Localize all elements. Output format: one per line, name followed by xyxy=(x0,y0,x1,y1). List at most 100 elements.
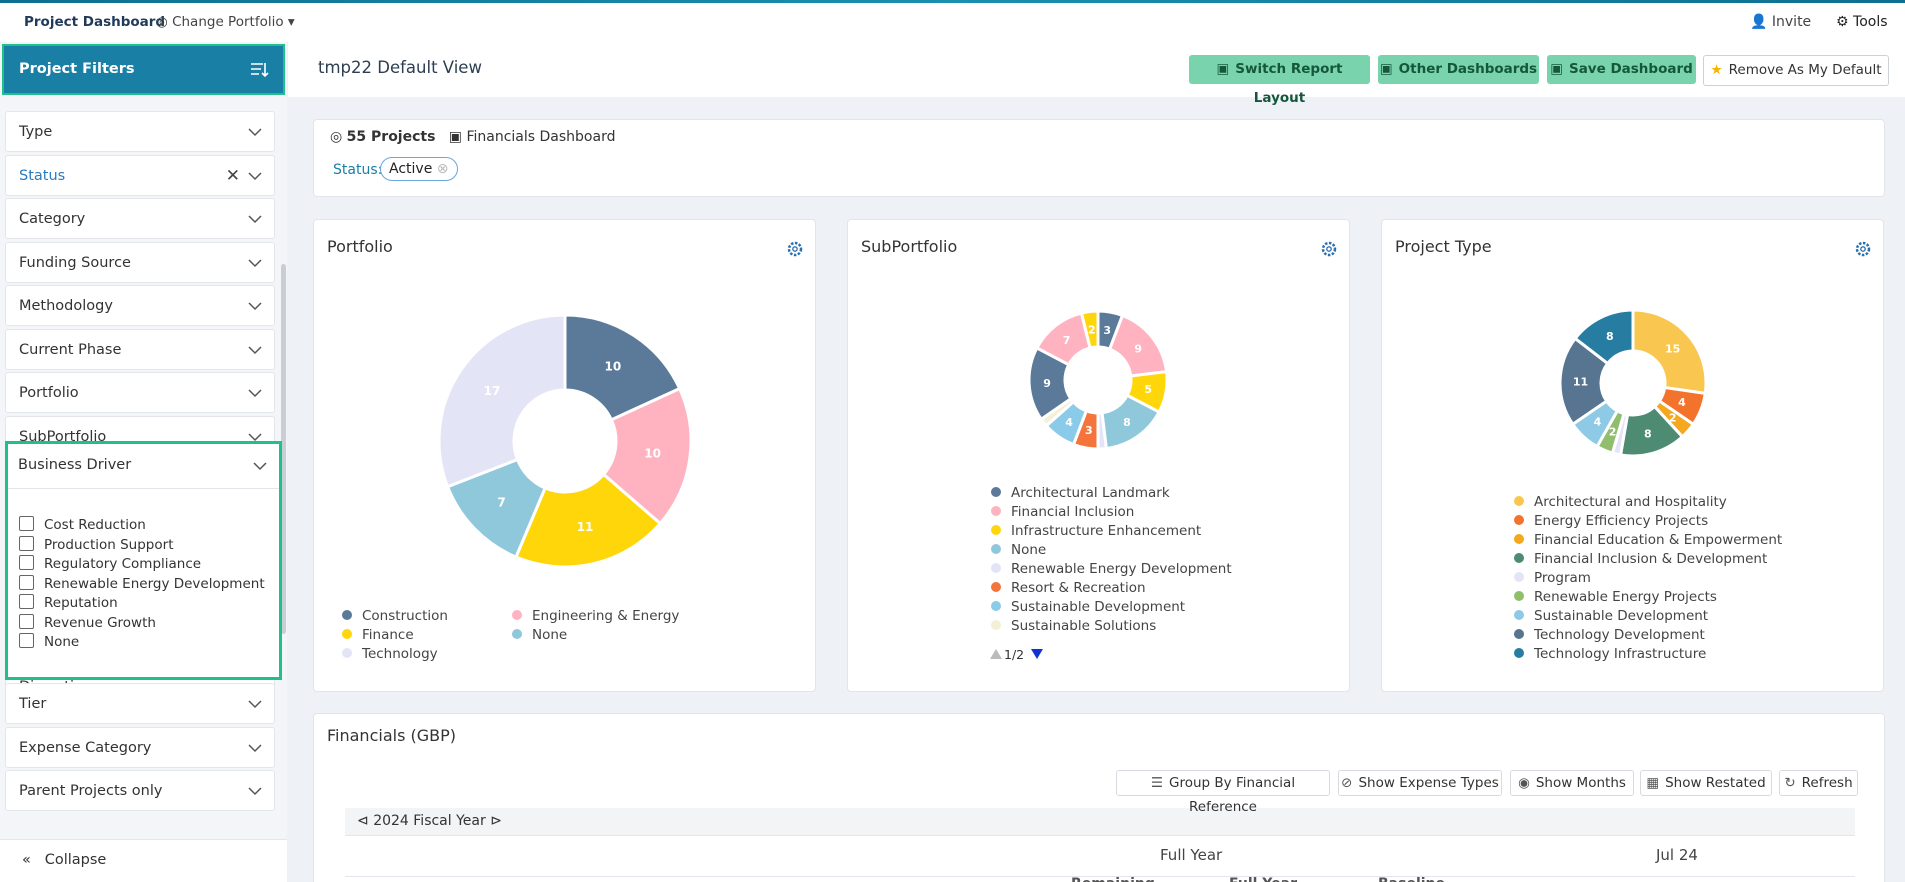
chart-card: Project Type 15 4 2 8 2 4 11 8 Architectural and … xyxy=(1381,219,1884,692)
filter-item[interactable]: Current Phase xyxy=(5,328,275,370)
data-label: 9 xyxy=(1134,343,1142,356)
filters-header[interactable]: Project Filters xyxy=(2,44,285,95)
data-label: 7 xyxy=(1063,334,1071,347)
filter-label: Category xyxy=(19,211,86,227)
option-label: Regulatory Compliance xyxy=(44,556,202,572)
legend-label: Architectural Landmark xyxy=(1011,485,1170,501)
financials-button[interactable]: ▦ Show Restated xyxy=(1640,770,1772,796)
option-label: Production Support xyxy=(44,536,174,553)
header-bar: tmp22 Default View xyxy=(288,42,1905,97)
legend-swatch xyxy=(1514,591,1524,601)
checkbox xyxy=(19,574,34,590)
legend-label: Program xyxy=(1534,570,1591,586)
checkbox xyxy=(19,594,34,609)
checkbox-option[interactable]: Reputation xyxy=(19,594,118,611)
financials-button[interactable]: ↻ Refresh xyxy=(1779,770,1858,796)
checkbox xyxy=(19,516,34,531)
dashboard-name: Financials Dashboard xyxy=(466,129,616,145)
financials-button[interactable]: ☰ Group By Financial Reference xyxy=(1116,770,1330,815)
chart-title: Portfolio xyxy=(327,237,393,256)
header-button[interactable]: ▣ Switch Report Layout xyxy=(1189,55,1370,106)
checkbox-option[interactable]: Production Support xyxy=(19,535,174,553)
financials-button[interactable]: ⊘ Show Expense Types xyxy=(1338,770,1502,796)
legend-swatch xyxy=(991,487,1001,497)
legend-swatch xyxy=(1514,496,1524,506)
legend-label: Financial Inclusion xyxy=(1011,504,1134,520)
checkbox-option[interactable]: Regulatory Compliance xyxy=(19,555,201,572)
donut-segment xyxy=(1573,308,1635,365)
filter-label: Expense Category xyxy=(19,739,152,756)
legend-swatch xyxy=(1514,572,1524,582)
button-icon: ☰ xyxy=(1150,775,1164,791)
financials-title: Financials (GBP) xyxy=(327,726,456,745)
business-driver-header[interactable]: Business Driver xyxy=(8,444,279,489)
legend-swatch xyxy=(1514,515,1524,525)
filter-item[interactable]: Parent Projects only xyxy=(5,770,275,811)
data-label: 11 xyxy=(577,520,594,534)
filter-item[interactable]: Methodology xyxy=(5,285,275,326)
legend-label: Sustainable Development xyxy=(1011,599,1185,615)
filter-item[interactable]: Portfolio xyxy=(5,372,275,413)
filter-label: SubPortfolio xyxy=(19,428,107,445)
checkbox xyxy=(19,633,34,648)
checkbox-option[interactable]: None xyxy=(19,633,79,650)
donut-segment xyxy=(602,387,693,526)
filter-item[interactable]: Category xyxy=(5,198,275,239)
data-label: 2 xyxy=(1088,323,1096,336)
checkbox-option[interactable]: Revenue Growth xyxy=(19,613,156,631)
tools-text: Tools xyxy=(1853,14,1888,30)
financials-card: Financials (GBP) ⊲ 2024 Fiscal Year ⊳ Fu… xyxy=(313,713,1885,882)
checkbox xyxy=(19,555,34,570)
legend-swatch xyxy=(512,610,522,620)
gear-hub xyxy=(792,246,798,252)
tools[interactable]: ⚙ Tools xyxy=(1836,14,1888,30)
filter-item[interactable]: Funding Source xyxy=(5,241,275,283)
fiscal-band: ⊲ 2024 Fiscal Year ⊳ xyxy=(345,808,1855,836)
filter-label: Tier xyxy=(19,696,47,712)
header-button[interactable]: ▣ Save Dashboard xyxy=(1547,55,1696,84)
status-value: Active xyxy=(389,161,433,177)
button-label: Other Dashboards xyxy=(1398,61,1538,77)
filter-label: Parent Projects only xyxy=(19,783,163,799)
data-label: 9 xyxy=(1043,377,1051,390)
legend-label: Renewable Energy Development xyxy=(1011,561,1232,577)
fiscal-year[interactable]: ⊲ 2024 Fiscal Year ⊳ xyxy=(357,813,502,829)
data-label: 2 xyxy=(1609,425,1617,438)
sort-icon xyxy=(251,63,269,78)
checkbox-option[interactable]: Renewable Energy Development xyxy=(19,574,265,592)
data-label: 17 xyxy=(484,384,501,398)
option-label: Revenue Growth xyxy=(44,614,156,631)
gear xyxy=(1855,241,1871,257)
invite[interactable]: 👤 Invite xyxy=(1750,14,1812,30)
filter-item[interactable]: Tier xyxy=(5,683,275,724)
change-portfolio[interactable]: ◎ Change Portfolio ▾ xyxy=(156,14,295,30)
invite-text: Invite xyxy=(1771,14,1812,30)
data-label: 5 xyxy=(1144,383,1152,396)
checkbox-option[interactable]: Cost Reduction xyxy=(19,516,146,533)
button-label: Refresh xyxy=(1801,775,1853,791)
filter-item[interactable]: Expense Category xyxy=(5,726,275,768)
status-chip[interactable]: Active ⊗ xyxy=(380,157,458,181)
legend-label: Sustainable Development xyxy=(1534,608,1708,624)
data-label: 15 xyxy=(1665,343,1680,356)
donut-segment xyxy=(437,313,567,489)
button-icon: ◉ xyxy=(1518,775,1530,791)
legend-label: Infrastructure Enhancement xyxy=(1011,523,1201,539)
checkbox xyxy=(19,535,34,551)
data-label: 10 xyxy=(644,447,661,461)
header-button[interactable]: ▣ Other Dashboards xyxy=(1378,55,1539,84)
projects-text: 55 Projects xyxy=(346,129,436,145)
scrollbar xyxy=(281,264,286,634)
data-label: 8 xyxy=(1644,427,1652,440)
header-button[interactable]: ★ Remove As My Default xyxy=(1703,55,1889,86)
legend-label: None xyxy=(532,627,567,643)
collapse[interactable]: « Collapse xyxy=(0,839,287,882)
financials-button[interactable]: ◉ Show Months xyxy=(1510,770,1634,796)
filter-item[interactable]: Status ✕ xyxy=(5,154,275,196)
data-label: 3 xyxy=(1085,424,1093,437)
data-label: 3 xyxy=(1103,324,1111,337)
filter-item[interactable]: Type xyxy=(5,111,275,152)
nav-title[interactable]: Project Dashboard xyxy=(24,14,166,30)
legend-label: Finance xyxy=(362,627,414,643)
collapse-text: « Collapse xyxy=(22,852,107,868)
